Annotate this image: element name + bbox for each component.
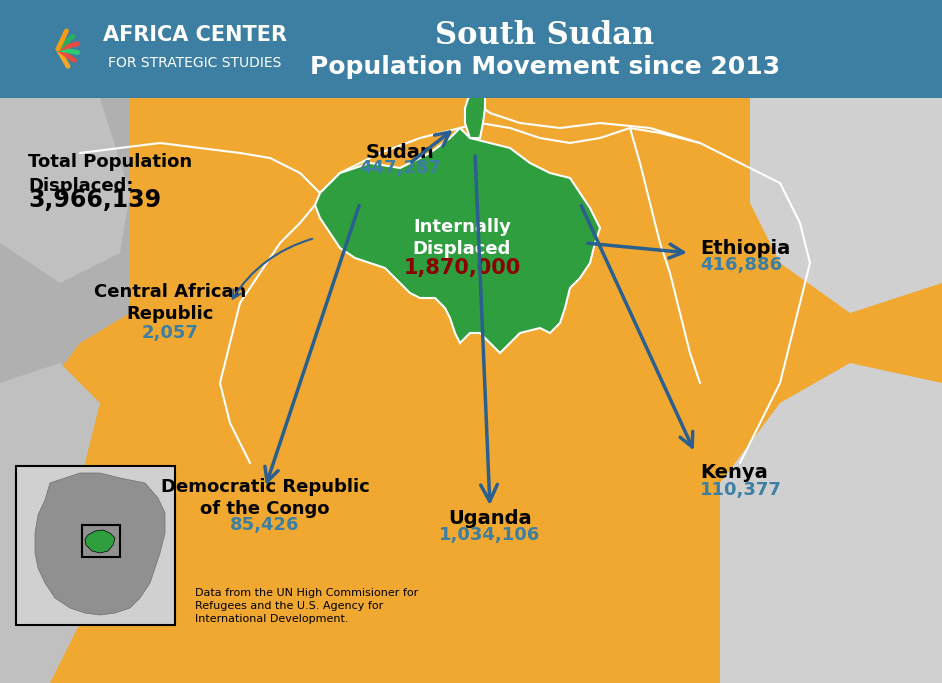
Text: Internally
Displaced: Internally Displaced bbox=[413, 218, 512, 258]
Text: 1,034,106: 1,034,106 bbox=[439, 526, 541, 544]
Text: Democratic Republic
of the Congo: Democratic Republic of the Congo bbox=[161, 478, 369, 518]
Polygon shape bbox=[0, 363, 100, 683]
Polygon shape bbox=[0, 98, 130, 383]
Text: Sudan: Sudan bbox=[365, 143, 434, 163]
Text: Central African
Republic: Central African Republic bbox=[94, 283, 246, 323]
Text: Data from the UN High Commisioner for
Refugees and the U.S. Agency for
Internati: Data from the UN High Commisioner for Re… bbox=[195, 588, 418, 624]
Polygon shape bbox=[465, 83, 485, 138]
FancyBboxPatch shape bbox=[0, 98, 942, 683]
Polygon shape bbox=[35, 473, 165, 615]
FancyBboxPatch shape bbox=[16, 466, 175, 625]
Text: 2,057: 2,057 bbox=[141, 324, 199, 342]
Text: 3,966,139: 3,966,139 bbox=[28, 188, 161, 212]
Polygon shape bbox=[720, 363, 942, 683]
Text: 447,287: 447,287 bbox=[359, 159, 441, 177]
Text: 85,426: 85,426 bbox=[230, 516, 300, 534]
Text: Ethiopia: Ethiopia bbox=[700, 238, 790, 257]
Text: 416,886: 416,886 bbox=[700, 256, 782, 274]
Polygon shape bbox=[315, 128, 600, 353]
Polygon shape bbox=[750, 98, 942, 313]
Text: AFRICA CENTER: AFRICA CENTER bbox=[103, 25, 287, 45]
Text: FOR STRATEGIC STUDIES: FOR STRATEGIC STUDIES bbox=[108, 56, 282, 70]
Text: Population Movement since 2013: Population Movement since 2013 bbox=[310, 55, 780, 79]
Text: Uganda: Uganda bbox=[448, 509, 532, 527]
Text: Kenya: Kenya bbox=[700, 464, 768, 482]
Text: 110,377: 110,377 bbox=[700, 481, 782, 499]
Text: Total Population
Displaced:: Total Population Displaced: bbox=[28, 153, 192, 195]
Polygon shape bbox=[85, 530, 115, 553]
Text: South Sudan: South Sudan bbox=[435, 20, 655, 51]
Polygon shape bbox=[0, 98, 130, 283]
FancyBboxPatch shape bbox=[0, 0, 942, 98]
Text: 1,870,000: 1,870,000 bbox=[403, 258, 521, 278]
